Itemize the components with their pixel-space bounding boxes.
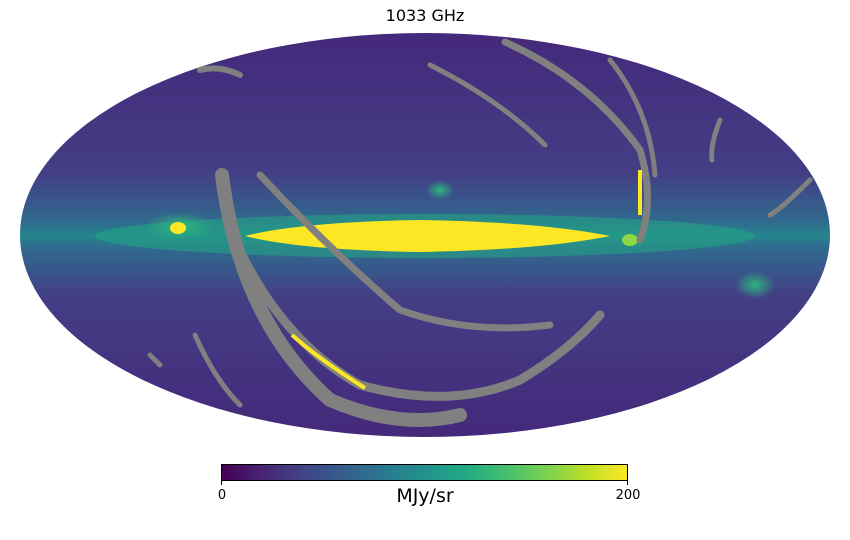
emission-blob [735, 271, 775, 299]
bright-source [170, 222, 186, 234]
masked-arc [230, 235, 605, 401]
galactic-core-bright [245, 220, 610, 252]
masked-arc [192, 332, 243, 408]
colorbar-tick-min: 0 [217, 488, 227, 503]
colorbar-tick-min-mark [221, 481, 222, 485]
chart-title: 1033 GHz [385, 6, 465, 25]
masked-arc [256, 171, 554, 332]
masked-arc [197, 65, 243, 78]
bright-source [622, 234, 638, 246]
bright-sources [290, 170, 642, 390]
emission-blob [426, 180, 454, 200]
masked-arc [709, 117, 723, 163]
masked-arc [607, 57, 658, 178]
masked-arc [147, 352, 163, 368]
bright-streak [290, 333, 367, 390]
masked-arc [501, 38, 651, 244]
colorbar-label: MJy/sr [396, 485, 454, 507]
masked-arc [767, 177, 813, 218]
masked-arc [427, 62, 548, 148]
colorbar [221, 464, 628, 481]
masked-scan-gaps [147, 38, 813, 427]
colorbar-tick-max-mark [627, 481, 628, 485]
colorbar-tick-max: 200 [615, 488, 641, 503]
